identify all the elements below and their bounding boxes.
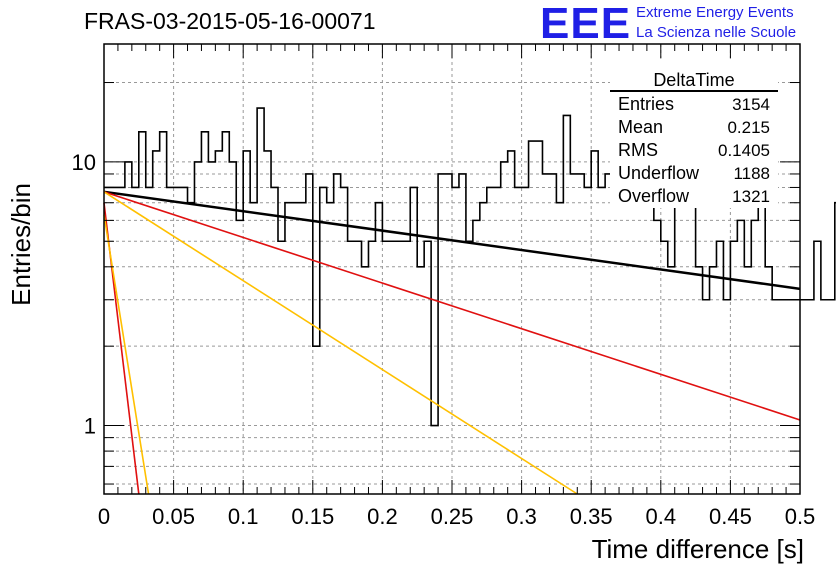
x-tick-label: 0.45 — [709, 504, 752, 529]
x-tick-label: 0.3 — [506, 504, 537, 529]
stats-label: Entries — [618, 94, 674, 114]
logo-line-1: Extreme Energy Events — [636, 4, 794, 21]
stats-value: 1321 — [732, 187, 770, 206]
stats-title: DeltaTime — [653, 70, 734, 90]
stats-value: 1188 — [733, 164, 770, 183]
histogram-title: FRAS-03-2015-05-16-00071 — [84, 8, 376, 34]
logo-line-2: La Scienza nelle Scuole — [636, 24, 797, 41]
x-tick-label: 0.4 — [646, 504, 677, 529]
x-tick-label: 0.05 — [152, 504, 195, 529]
eee-logo: EEE — [540, 0, 632, 48]
stats-label: Mean — [618, 117, 663, 137]
x-axis-label: Time difference [s] — [591, 534, 804, 564]
stats-value: 0.1405 — [718, 141, 770, 160]
x-tick-label: 0.5 — [785, 504, 816, 529]
stats-label: Overflow — [618, 186, 690, 206]
stats-label: Underflow — [618, 163, 700, 183]
histogram-bars — [104, 107, 836, 427]
fit-line — [103, 214, 150, 495]
stats-value: 3154 — [732, 95, 770, 114]
x-tick-label: 0.15 — [291, 504, 334, 529]
x-tick-label: 0 — [98, 504, 110, 529]
y-tick-label: 10 — [72, 150, 96, 175]
y-axis-label: Entries/bin — [6, 183, 36, 306]
x-tick-label: 0.1 — [228, 504, 259, 529]
x-tick-label: 0.35 — [570, 504, 613, 529]
x-tick-label: 0.2 — [367, 504, 398, 529]
fit-line — [103, 191, 801, 421]
stats-label: RMS — [618, 140, 658, 160]
x-tick-label: 0.25 — [431, 504, 474, 529]
y-axis-label-wrap: Entries/bin — [6, 183, 36, 333]
stats-value: 0.215 — [727, 118, 770, 137]
stats-box-bg — [610, 60, 778, 208]
fit-line — [103, 191, 578, 495]
y-tick-label: 1 — [84, 414, 96, 439]
fit-line — [103, 190, 801, 291]
